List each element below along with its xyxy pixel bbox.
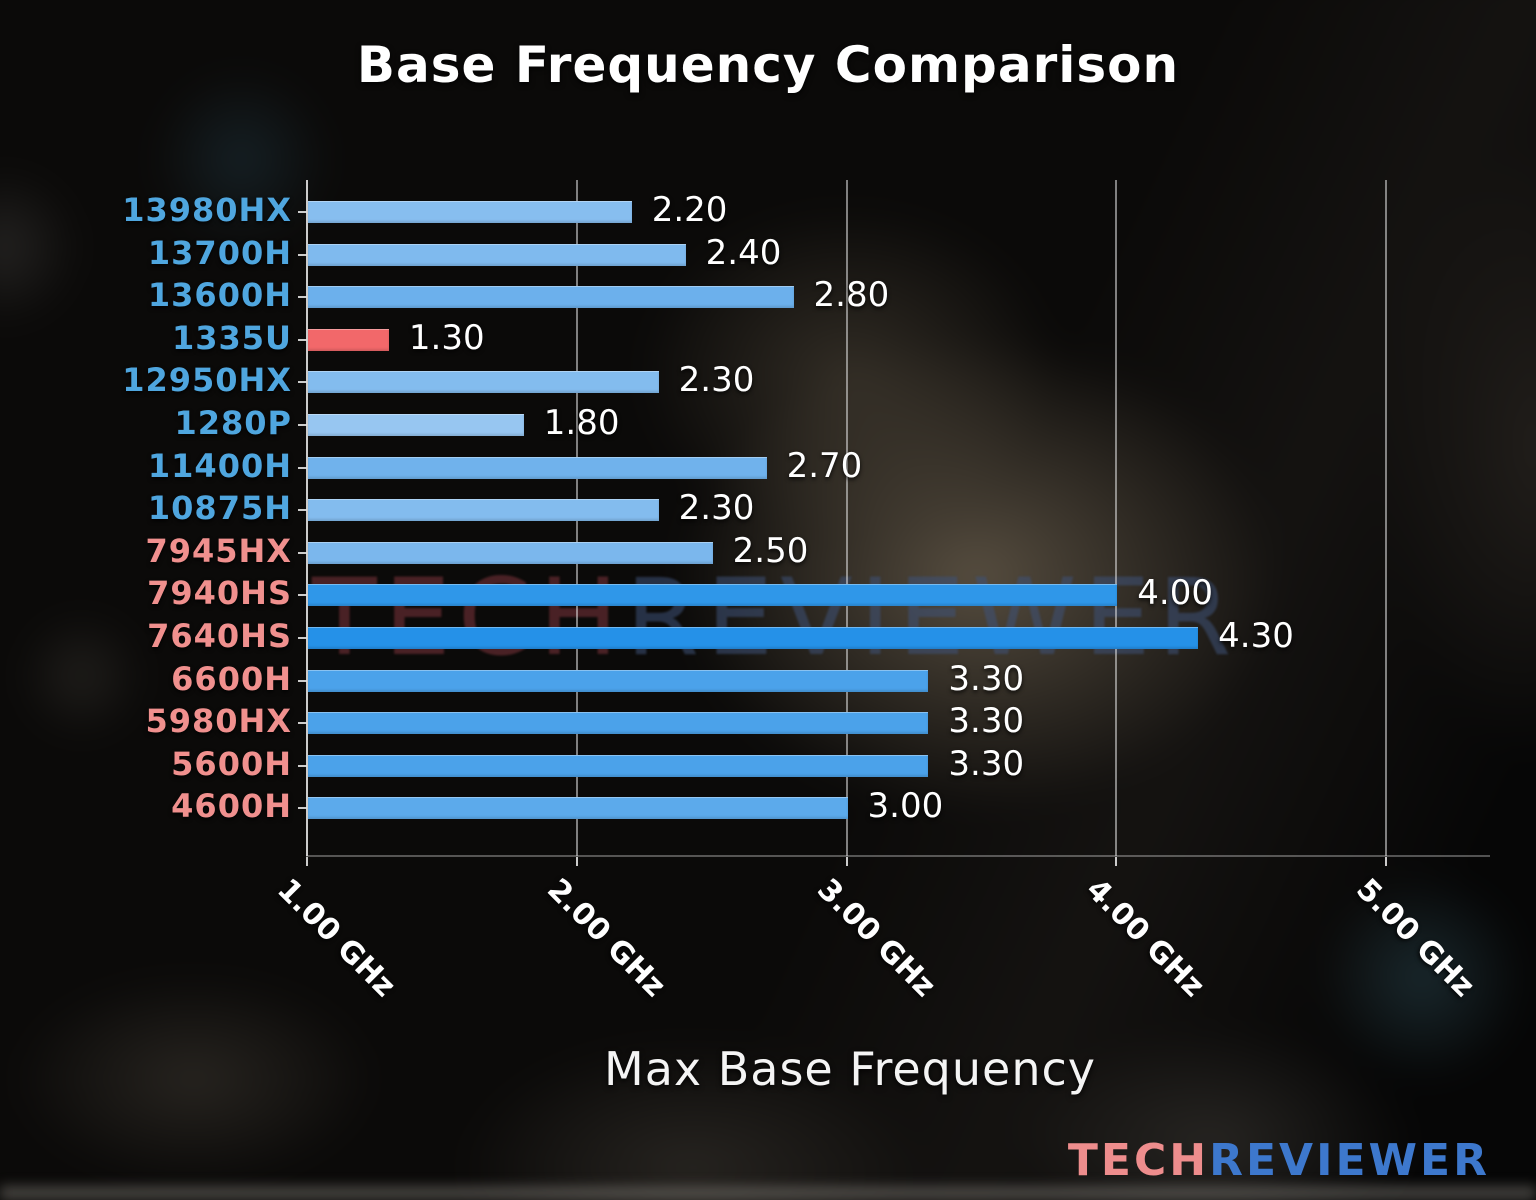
y-axis-line xyxy=(306,180,308,856)
value-label-4600h: 3.00 xyxy=(867,786,944,827)
watermark-tech: TECH xyxy=(312,556,626,679)
gridline-3.00-ghz xyxy=(845,180,848,856)
y-tick-mark xyxy=(298,594,307,597)
logo-reviewer: REVIEWER xyxy=(1209,1135,1490,1186)
category-label-12950hx: 12950HX xyxy=(122,361,292,400)
bar-5600h xyxy=(308,754,929,777)
value-label-12950hx: 2.30 xyxy=(678,360,755,401)
category-label-4600h: 4600H xyxy=(171,787,292,826)
bar-6600h xyxy=(308,669,929,692)
category-label-6600h: 6600H xyxy=(171,659,292,698)
techreviewer-logo: TECHREVIEWER xyxy=(1068,1135,1490,1186)
bar-13700h xyxy=(308,243,686,266)
bar-13980hx xyxy=(308,201,632,223)
chart-title: Base Frequency Comparison xyxy=(356,36,1180,94)
category-label-5980hx: 5980HX xyxy=(145,702,292,741)
category-label-7940hs: 7940HS xyxy=(147,574,292,613)
value-label-6600h: 3.30 xyxy=(948,658,1025,699)
bar-7945hx xyxy=(308,541,713,564)
x-tick-mark xyxy=(1115,857,1118,866)
bar-7640hs xyxy=(308,627,1199,649)
logo-tech: TECH xyxy=(1067,1135,1210,1186)
value-label-13700h: 2.40 xyxy=(705,232,782,273)
y-tick-mark xyxy=(298,551,307,554)
y-tick-mark xyxy=(298,211,307,213)
x-tick-mark xyxy=(575,857,578,866)
watermark: TECHREVIEWER xyxy=(312,556,1238,679)
bar-1280p xyxy=(308,414,524,436)
category-label-11400h: 11400H xyxy=(147,446,292,485)
x-tick-label: 2.00 GHz xyxy=(540,872,672,1004)
category-label-7640hs: 7640HS xyxy=(147,617,292,655)
value-label-13600h: 2.80 xyxy=(813,275,890,316)
background-bottom-strip xyxy=(0,1186,1536,1200)
bar-10875h xyxy=(308,499,659,522)
y-tick-mark xyxy=(298,466,307,469)
x-tick-mark xyxy=(306,857,308,866)
gridline-4.00-ghz xyxy=(1115,180,1118,856)
value-label-5600h: 3.30 xyxy=(948,743,1025,784)
value-label-7640hs: 4.30 xyxy=(1218,616,1294,656)
category-label-10875h: 10875H xyxy=(147,489,292,528)
y-tick-mark xyxy=(298,637,307,639)
y-tick-mark xyxy=(298,338,307,341)
category-label-1280p: 1280P xyxy=(174,404,292,442)
y-tick-mark xyxy=(298,722,307,725)
x-tick-mark xyxy=(845,857,848,866)
x-axis-line xyxy=(306,855,1490,857)
value-label-10875h: 2.30 xyxy=(678,488,755,529)
value-label-7940hs: 4.00 xyxy=(1137,573,1213,614)
category-label-1335u: 1335U xyxy=(171,318,292,357)
value-label-7945hx: 2.50 xyxy=(732,530,809,571)
watermark-reviewer: REVIEWER xyxy=(625,556,1239,679)
y-tick-mark xyxy=(298,381,307,384)
gridline-5.00-ghz xyxy=(1385,180,1387,856)
x-tick-label: 5.00 GHz xyxy=(1349,872,1482,1004)
x-tick-label: 3.00 GHz xyxy=(809,872,942,1004)
bar-11400h xyxy=(308,456,767,479)
category-label-5600h: 5600H xyxy=(171,744,292,783)
category-label-13980hx: 13980HX xyxy=(122,191,292,229)
y-tick-mark xyxy=(298,807,307,810)
value-label-1335u: 1.30 xyxy=(408,317,485,358)
bar-1335u xyxy=(308,328,389,351)
y-tick-mark xyxy=(298,424,307,426)
bar-5980hx xyxy=(308,712,929,735)
category-label-7945hx: 7945HX xyxy=(145,531,292,570)
y-tick-mark xyxy=(298,253,307,256)
value-label-13980hx: 2.20 xyxy=(651,190,728,230)
y-tick-mark xyxy=(298,679,307,682)
value-label-11400h: 2.70 xyxy=(786,445,863,486)
y-tick-mark xyxy=(298,296,307,299)
category-label-13700h: 13700H xyxy=(147,233,292,272)
bar-12950hx xyxy=(308,371,659,394)
y-tick-mark xyxy=(298,764,307,767)
bar-4600h xyxy=(308,797,848,820)
category-label-13600h: 13600H xyxy=(147,276,292,315)
y-tick-mark xyxy=(298,509,307,512)
x-tick-label: 1.00 GHz xyxy=(270,872,403,1004)
bar-7940hs xyxy=(308,584,1118,607)
bar-13600h xyxy=(308,286,794,309)
x-axis-title: Max Base Frequency xyxy=(604,1042,1096,1096)
value-label-5980hx: 3.30 xyxy=(948,701,1025,742)
x-tick-mark xyxy=(1385,857,1387,866)
value-label-1280p: 1.80 xyxy=(543,403,620,443)
x-tick-label: 4.00 GHz xyxy=(1079,872,1212,1004)
